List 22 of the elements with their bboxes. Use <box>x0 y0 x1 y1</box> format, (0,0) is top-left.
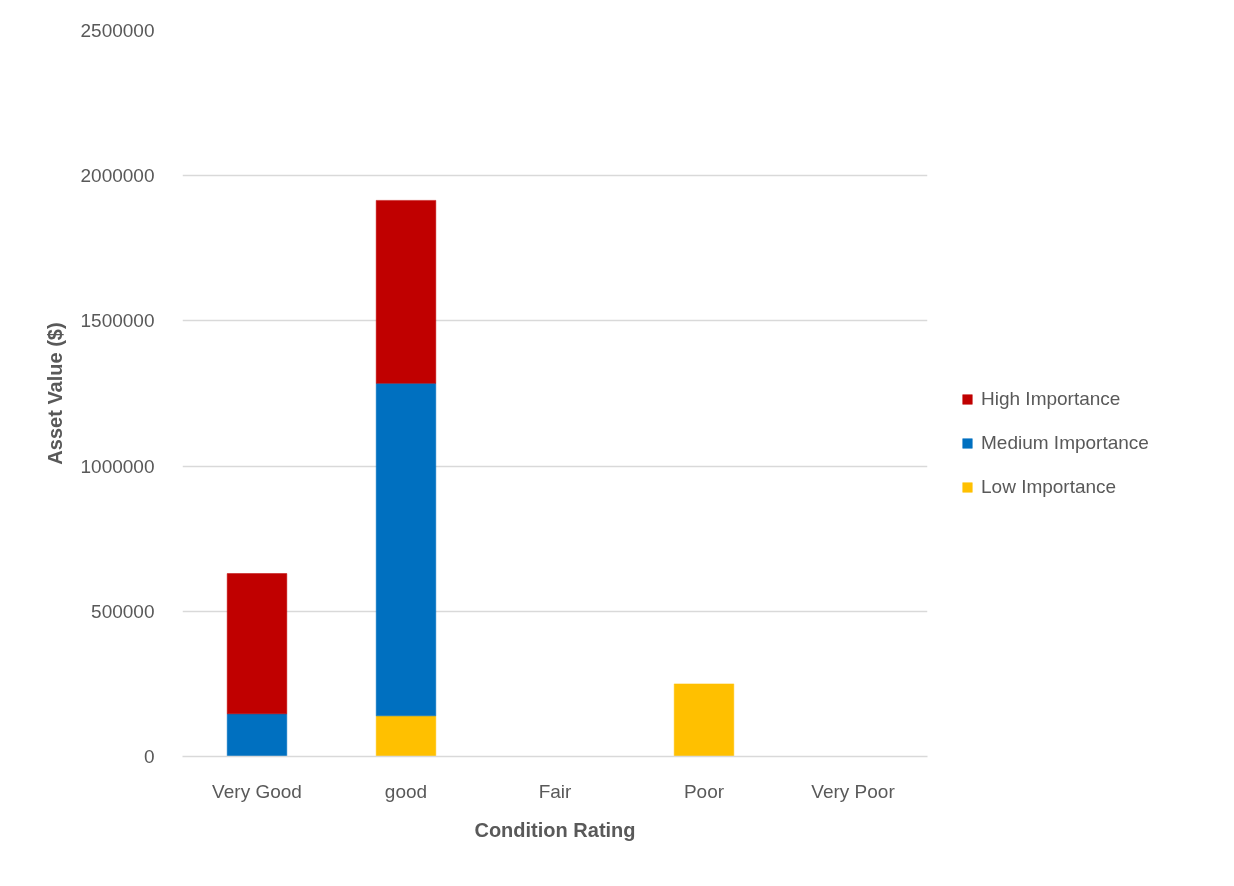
y-tick-label: 2500000 <box>80 20 155 41</box>
legend-label: High Importance <box>981 388 1121 410</box>
bar <box>375 200 437 384</box>
y-tick-label: 1000000 <box>80 455 155 477</box>
y-axis-title: Asset Value ($) <box>43 322 66 465</box>
bar <box>226 713 288 757</box>
legend-label: Medium Importance <box>981 432 1149 454</box>
y-tick-label: 2000000 <box>80 165 155 187</box>
bar <box>226 573 288 715</box>
x-tick-label: Very Good <box>212 780 302 802</box>
y-tick-label: 0 <box>143 746 155 767</box>
x-tick-label: Very Poor <box>811 780 896 802</box>
x-tick-label: Fair <box>538 780 573 802</box>
legend-label: Low Importance <box>981 476 1117 498</box>
x-tick-label: Poor <box>683 780 725 802</box>
y-tick-label: 1500000 <box>80 310 155 332</box>
bar <box>375 715 437 757</box>
bar <box>375 383 437 717</box>
bar <box>673 683 735 757</box>
y-tick-label: 500000 <box>91 600 155 622</box>
x-axis-title: Condition Rating <box>474 818 636 841</box>
x-tick-label: good <box>384 780 428 802</box>
